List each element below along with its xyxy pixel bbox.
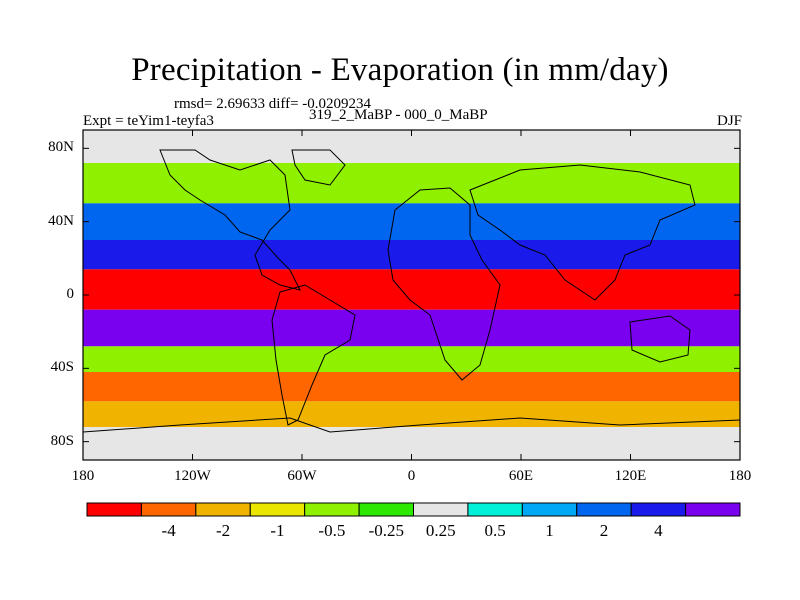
experiment-label: Expt = teYim1-teyfa3 [83, 113, 214, 129]
x-tick-label: 120W [174, 468, 211, 484]
x-tick-label: 180 [728, 468, 752, 484]
field-band-3 [83, 240, 740, 270]
axis-ticks [82, 130, 741, 460]
colorbar-swatch [195, 502, 251, 517]
y-tick-label: 80S [50, 432, 74, 449]
y-tick-label: 80N [48, 139, 74, 156]
colorbar-swatch [413, 502, 469, 517]
plot-title: Precipitation - Evaporation (in mm/day) [131, 52, 669, 88]
colorbar-swatch [521, 502, 578, 517]
colorbar-label: -2 [215, 521, 231, 540]
colorbar-label: 2 [599, 521, 609, 540]
y-tick-label: 0 [66, 286, 75, 302]
period-label: 319_2_MaBP - 000_0_MaBP [309, 107, 488, 123]
field-band-8 [83, 401, 740, 427]
north-america-outline [159, 149, 301, 291]
colorbar-swatch [467, 502, 523, 517]
colorbar-swatch [630, 502, 687, 517]
colorbar-swatch [249, 502, 306, 517]
x-tick-label: 60W [287, 468, 317, 484]
colorbar-label: 4 [654, 521, 663, 540]
europe-africa-outline [387, 187, 501, 381]
australia-outline [629, 315, 691, 363]
y-tick-label: 40N [48, 212, 74, 229]
colorbar-label: 0.25 [425, 521, 456, 540]
stats-line: rmsd= 2.69633 diff= -0.0209234 [174, 96, 372, 112]
colorbar-label: -0.25 [368, 521, 404, 540]
colorbar-swatch [304, 502, 360, 517]
south-america-outline [271, 284, 356, 426]
colorbar-label: -1 [270, 521, 285, 540]
field-band-4 [83, 269, 740, 310]
field-band-2 [83, 203, 740, 240]
antarctica-outline [83, 417, 740, 433]
colorbar-label: 0.5 [484, 521, 506, 540]
field-band-5 [83, 309, 740, 347]
x-tick-label: 120E [614, 468, 647, 484]
greenland-outline [291, 149, 346, 186]
colorbar-swatch [86, 502, 142, 517]
colorbar-label: 1 [545, 521, 554, 540]
field-band-7 [83, 372, 740, 402]
colorbar-swatch [685, 502, 741, 517]
colorbar-swatch [358, 502, 415, 517]
continent-outlines [83, 149, 740, 433]
field-band-6 [83, 346, 740, 372]
colorbar-label: -0.5 [318, 521, 346, 540]
x-tick-label: 0 [407, 468, 416, 484]
field-bands [83, 130, 740, 460]
colorbar [86, 502, 741, 517]
colorbar-swatch [140, 502, 197, 517]
x-tick-label: 180 [71, 468, 95, 484]
colorbar-swatch [576, 502, 632, 517]
x-tick-label: 60E [508, 468, 534, 484]
colorbar-label: -4 [161, 521, 176, 540]
y-tick-label: 40S [50, 359, 74, 376]
season-label: DJF [716, 113, 742, 129]
asia-outline [469, 164, 696, 301]
